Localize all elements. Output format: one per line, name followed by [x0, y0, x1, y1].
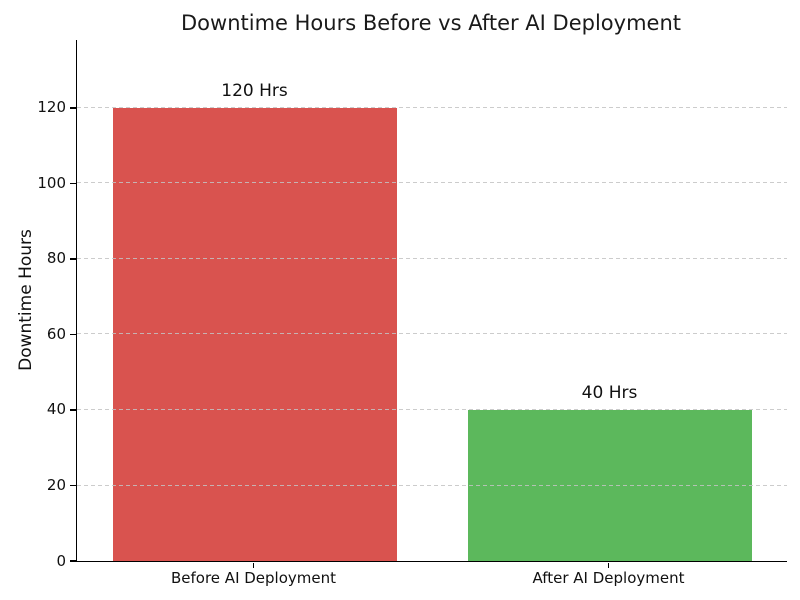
- y-tick-label-40: 40: [46, 400, 66, 419]
- bar-before-ai-deployment: [112, 107, 397, 561]
- y-tick-label-120: 120: [37, 98, 66, 117]
- gridline-y-100: [77, 182, 787, 184]
- x-tick-label-1: Before AI Deployment: [170, 569, 337, 587]
- x-tick-mark-2: [607, 562, 610, 568]
- y-axis-label: Downtime Hours: [16, 229, 36, 371]
- y-tick-mark-0: [70, 560, 76, 562]
- x-tick-label-2: After AI Deployment: [532, 569, 685, 587]
- y-tick-mark-20: [70, 484, 76, 487]
- bar-value-label-2: 40 Hrs: [581, 383, 638, 403]
- gridline-y-40: [77, 409, 787, 410]
- y-tick-label-20: 20: [46, 475, 66, 494]
- y-tick-mark-60: [70, 333, 76, 336]
- bar-after-ai-deployment: [467, 410, 752, 561]
- y-tick-label-80: 80: [46, 249, 66, 268]
- gridline-y-20: [77, 484, 787, 486]
- y-tick-mark-120: [70, 107, 76, 109]
- y-tick-mark-40: [70, 409, 76, 411]
- gridline-y-80: [77, 257, 787, 259]
- bar-value-label-1: 120 Hrs: [221, 80, 288, 101]
- gridline-y-60: [77, 333, 787, 335]
- gridline-y-120: [77, 106, 787, 108]
- x-tick-mark-1: [252, 562, 255, 568]
- y-tick-mark-80: [70, 258, 76, 260]
- plot-area: 120 Hrs 40 Hrs: [76, 40, 787, 562]
- chart-title: Downtime Hours Before vs After AI Deploy…: [181, 11, 681, 35]
- y-tick-mark-100: [70, 182, 76, 185]
- y-tick-label-0: 0: [56, 551, 66, 570]
- y-tick-label-60: 60: [46, 324, 66, 343]
- y-tick-label-100: 100: [37, 173, 66, 192]
